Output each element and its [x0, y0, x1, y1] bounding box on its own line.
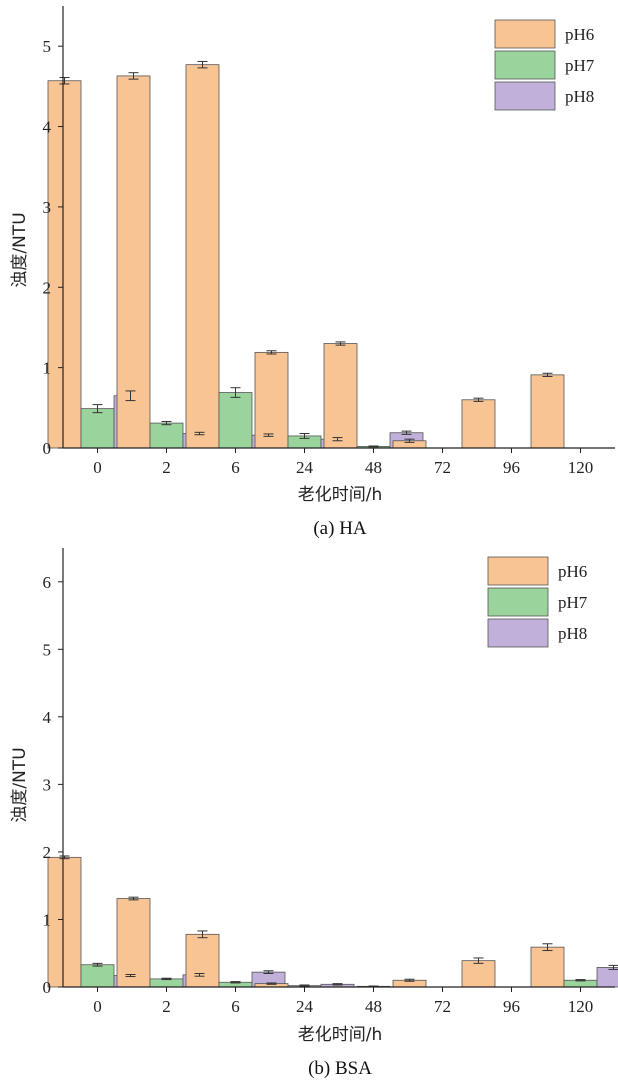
bar-ph6-6	[185, 64, 220, 449]
legend-swatch-ph7	[494, 50, 556, 80]
bars-ha	[47, 64, 565, 449]
x-tick-label: 72	[434, 997, 451, 1016]
legend-label-ph8: pH8	[558, 624, 587, 643]
bar-ph6-2	[116, 75, 151, 449]
bar-ph7-0	[80, 408, 115, 449]
error-bars-bsa	[59, 855, 618, 988]
legend-bsa: pH6 pH7 pH8	[487, 556, 588, 648]
bar-ph6-96	[461, 399, 496, 449]
y-tick-label: 2	[43, 843, 52, 862]
y-tick-label: 0	[43, 978, 52, 997]
bar-ph6-96	[461, 960, 496, 988]
y-tick-label: 4	[43, 118, 52, 137]
y-ticks-ha: 0 1 2 3 4 5	[43, 37, 63, 458]
y-tick-label: 4	[43, 708, 52, 727]
x-tick-label: 2	[162, 997, 171, 1016]
x-tick-label: 2	[162, 458, 171, 477]
legend-label-ph7: pH7	[565, 56, 595, 75]
y-tick-label: 5	[43, 640, 52, 659]
x-tick-label: 72	[434, 458, 451, 477]
axes-ha	[62, 6, 615, 449]
legend-swatch-ph6	[494, 19, 556, 49]
bar-ph6-0	[47, 80, 82, 449]
bar-ph8-120	[596, 967, 618, 988]
x-tick-label: 48	[365, 997, 382, 1016]
x-tick-label: 96	[503, 458, 520, 477]
bar-ph6-48	[323, 343, 358, 449]
y-ticks-bsa: 0 1 2 3 4 5 6	[43, 573, 63, 997]
x-tick-label: 24	[296, 997, 314, 1016]
x-tick-label: 120	[568, 458, 594, 477]
chart-ha: 0 1 2 3 4 5 0 2 6 24 48 72 96 120 浊度/NTU 老化时间/h (a) …	[10, 6, 615, 539]
bar-ph6-2	[116, 898, 151, 988]
bar-ph7-2	[149, 422, 184, 449]
bar-ph6-6	[185, 933, 220, 988]
x-ticks-bsa: 0 2 6 24 48 72 96 120	[93, 987, 593, 1016]
y-tick-label: 3	[43, 775, 52, 794]
x-axis-title-bsa: 老化时间/h	[298, 1025, 383, 1045]
bar-ph6-24	[254, 351, 289, 449]
y-tick-label: 6	[43, 573, 52, 592]
legend-ha: pH6 pH7 pH8	[494, 19, 595, 111]
chart-bsa: 0 1 2 3 4 5 6 0 2 6 24 48 72 96 120 浊度/NTU 老化时间/h (b)…	[10, 548, 618, 1079]
y-axis-title-bsa: 浊度/NTU	[10, 747, 30, 822]
bar-ph6-120	[530, 946, 565, 988]
legend-swatch-ph6	[487, 556, 549, 586]
x-axis-title-ha: 老化时间/h	[298, 485, 383, 505]
y-tick-label: 1	[43, 359, 52, 378]
legend-swatch-ph8	[487, 618, 549, 648]
y-tick-label: 5	[43, 37, 52, 56]
legend-label-ph8: pH8	[565, 87, 594, 106]
bar-ph7-0	[80, 964, 115, 988]
legend-swatch-ph7	[487, 587, 549, 617]
y-tick-label: 0	[43, 439, 52, 458]
x-tick-label: 48	[365, 458, 382, 477]
y-tick-label: 1	[43, 910, 52, 929]
x-tick-label: 6	[231, 458, 240, 477]
x-tick-label: 0	[93, 997, 102, 1016]
legend-swatch-ph8	[494, 81, 556, 111]
bars-bsa	[47, 856, 618, 988]
x-tick-label: 96	[503, 997, 520, 1016]
caption-bsa: (b) BSA	[308, 1058, 372, 1079]
y-tick-label: 2	[43, 278, 52, 297]
y-tick-label: 3	[43, 198, 52, 217]
caption-ha: (a) HA	[313, 518, 367, 539]
x-tick-label: 24	[296, 458, 314, 477]
bar-ph6-0	[47, 856, 82, 988]
y-axis-title-ha: 浊度/NTU	[10, 212, 30, 287]
legend-label-ph6: pH6	[565, 25, 594, 44]
bar-ph7-2	[149, 978, 184, 988]
x-tick-label: 6	[231, 997, 240, 1016]
x-tick-label: 0	[93, 458, 102, 477]
bar-ph6-120	[530, 374, 565, 449]
legend-label-ph6: pH6	[558, 562, 587, 581]
x-tick-label: 120	[568, 997, 594, 1016]
legend-label-ph7: pH7	[558, 593, 588, 612]
axes-bsa	[62, 548, 615, 988]
error-bars-ha	[59, 60, 553, 448]
bar-ph7-6	[218, 392, 253, 449]
x-ticks-ha: 0 2 6 24 48 72 96 120	[93, 448, 593, 477]
